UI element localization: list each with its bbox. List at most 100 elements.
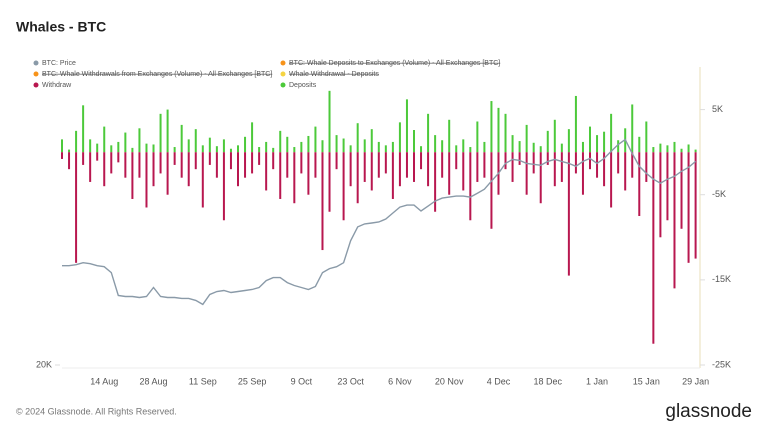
- bar: [476, 121, 479, 153]
- bar: [687, 144, 690, 153]
- bar: [265, 141, 268, 153]
- bar: [462, 152, 465, 191]
- bar: [427, 152, 430, 187]
- legend-marker: [280, 71, 286, 77]
- bar: [349, 145, 352, 153]
- bar: [279, 152, 282, 199]
- bar: [286, 152, 289, 178]
- bar: [420, 152, 423, 170]
- bar: [363, 139, 366, 153]
- bar: [356, 152, 359, 204]
- bar: [574, 152, 577, 174]
- bar: [258, 147, 261, 153]
- bar: [145, 143, 148, 153]
- bar: [455, 152, 458, 170]
- bar: [152, 152, 155, 187]
- bar: [405, 152, 408, 178]
- bar: [560, 143, 563, 153]
- bar: [180, 152, 183, 178]
- bar: [511, 135, 514, 153]
- bar: [328, 90, 331, 153]
- bar: [300, 152, 303, 174]
- bar: [539, 152, 542, 204]
- bar: [673, 152, 676, 289]
- bar: [687, 152, 690, 263]
- bar: [103, 152, 106, 187]
- bar: [321, 140, 324, 153]
- legend-label: BTC: Price: [42, 60, 76, 67]
- bar: [427, 113, 430, 153]
- bar: [610, 113, 613, 153]
- bar: [448, 119, 451, 153]
- bar: [694, 149, 697, 153]
- bar: [166, 152, 169, 195]
- bar: [596, 152, 599, 178]
- bar: [652, 152, 655, 344]
- bar: [328, 152, 331, 212]
- bar: [680, 148, 683, 153]
- bar: [124, 132, 127, 153]
- bar: [574, 95, 577, 153]
- bar: [272, 147, 275, 153]
- bar: [187, 139, 190, 153]
- bar: [567, 129, 570, 153]
- bar: [553, 152, 556, 187]
- bar: [420, 146, 423, 153]
- bar: [251, 152, 254, 174]
- bar: [666, 145, 669, 153]
- bar: [237, 152, 239, 187]
- bar: [152, 144, 155, 153]
- chart-title: Whales - BTC: [16, 19, 106, 35]
- bar: [82, 152, 85, 165]
- bar: [370, 129, 373, 153]
- bar: [694, 152, 697, 259]
- bar: [222, 152, 225, 221]
- bar: [469, 147, 472, 153]
- bar: [589, 152, 591, 170]
- bar: [131, 152, 134, 199]
- bar: [117, 141, 120, 153]
- bar: [194, 152, 197, 170]
- bar: [258, 152, 261, 165]
- bar: [673, 141, 676, 153]
- bar: [103, 126, 106, 153]
- x-tick-label: 29 Jan: [682, 376, 709, 386]
- bar: [244, 136, 247, 153]
- bar: [434, 135, 437, 153]
- bar: [638, 152, 641, 216]
- bar: [117, 152, 120, 163]
- bar: [441, 140, 444, 153]
- x-tick-label: 28 Aug: [140, 376, 168, 386]
- bar: [405, 99, 408, 153]
- bar: [68, 152, 71, 170]
- bar: [377, 141, 380, 153]
- bar: [680, 152, 683, 229]
- y2-tick-label: -15K: [712, 274, 731, 284]
- bar: [265, 152, 268, 191]
- bar: [589, 126, 591, 153]
- bar: [75, 130, 78, 153]
- bar: [603, 131, 606, 153]
- bar: [279, 130, 282, 153]
- bar: [596, 135, 599, 153]
- bar: [511, 152, 514, 182]
- bar: [194, 129, 197, 153]
- bar: [448, 152, 451, 195]
- bar: [110, 145, 113, 153]
- bar: [617, 152, 620, 174]
- bar: [229, 148, 232, 153]
- x-tick-label: 15 Jan: [633, 376, 660, 386]
- bar: [201, 145, 204, 153]
- bar: [504, 113, 507, 153]
- bar: [490, 152, 493, 229]
- bar: [68, 149, 71, 153]
- bar: [398, 152, 401, 187]
- bar: [208, 152, 211, 165]
- bar: [300, 141, 303, 153]
- bar: [497, 107, 500, 153]
- bar: [490, 101, 493, 153]
- bar: [61, 152, 63, 159]
- bar: [617, 140, 620, 153]
